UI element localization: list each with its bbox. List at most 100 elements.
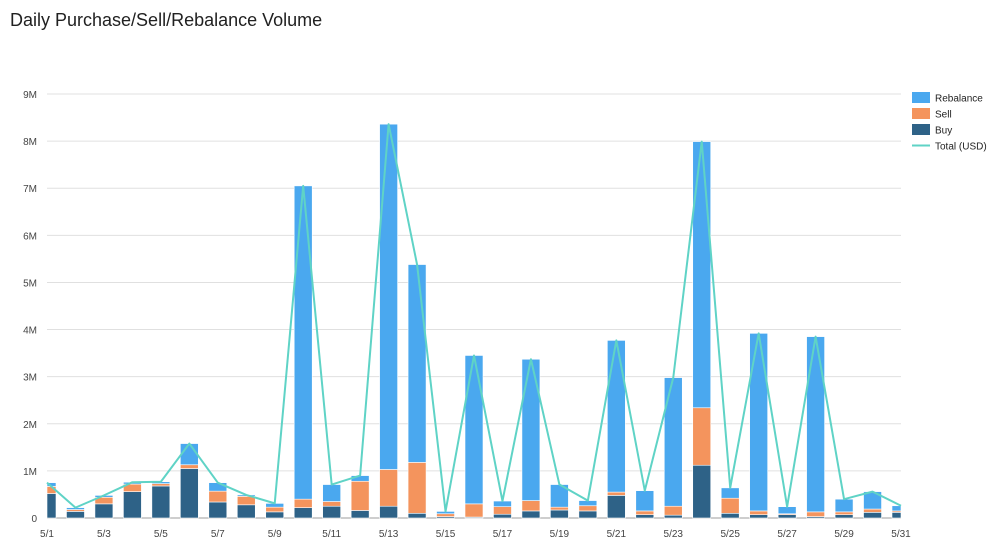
y-tick-label: 3M [23,373,37,384]
y-tick-label: 1M [23,467,37,478]
total-line [46,123,902,513]
chart-title: Daily Purchase/Sell/Rebalance Volume [10,10,323,30]
y-tick-label: 9M [23,90,37,101]
legend-label: Rebalance [935,94,983,105]
bar-buy [66,511,85,519]
x-axis: 5/1 5/3 5/5 5/7 5/9 5/11 5/13 5/15 5/17 5/19 5/21 5… [40,529,911,540]
bar-rebalance [635,490,655,512]
line-total-usd [46,123,902,513]
x-tick-label: 5/31 [891,529,911,540]
x-tick-label: 5/29 [834,529,854,540]
bar-sell [436,513,455,517]
bar-sell [322,501,341,507]
legend-label: Sell [935,110,952,121]
bar-rebalance [407,264,427,463]
bar-sell [493,506,512,515]
bar-rebalance [180,443,199,466]
bar-sell [208,490,228,503]
bar-sell [663,505,683,516]
bar-rebalance [521,358,541,501]
bar-buy [720,512,740,519]
x-tick-label: 5/27 [777,529,797,540]
bar-buy [749,514,768,519]
bar-rebalance [692,141,712,409]
bar-rebalance [891,505,902,512]
x-tick-label: 5/15 [436,529,456,540]
x-tick-label: 5/21 [607,529,627,540]
bar-buy [521,510,541,519]
legend[interactable]: Rebalance Sell Buy Total (USD) [912,92,987,153]
bar-buy [692,464,712,519]
bar-rebalance [379,123,398,470]
bar-sell [834,511,854,516]
y-axis: 0 1M 2M 3M 4M 5M 6M 7M 8M 9M [23,90,37,525]
x-tick-label: 5/25 [720,529,740,540]
x-tick-label: 5/13 [379,529,399,540]
bar-buy [578,510,598,519]
bar-buy [265,511,285,519]
bar-buy [236,504,256,519]
bar-buy [180,468,199,519]
bar-buy [493,513,512,519]
bar-buy [46,493,57,519]
bar-rebalance [663,377,683,507]
bar-sell [749,510,768,516]
x-tick-label: 5/23 [664,529,684,540]
bar-sell [692,407,712,466]
y-tick-label: 5M [23,278,37,289]
legend-item[interactable]: Buy [912,124,952,137]
bar-rebalance [806,336,825,513]
bar-buy [834,514,854,519]
bar-buy [635,514,655,519]
legend-item[interactable]: Rebalance [912,92,983,105]
x-tick-label: 5/1 [40,529,54,540]
bar-buy [663,514,683,519]
x-tick-label: 5/17 [493,529,513,540]
bar-sell [635,510,655,516]
bar-buy [407,512,427,519]
bar-sell [293,498,313,508]
bar-rebalance [777,506,797,515]
y-tick-label: 0 [31,514,37,525]
bar-sell [379,469,398,507]
bar-buy [379,505,398,519]
legend-item[interactable]: Total (USD) [912,142,987,153]
bar-sell [720,497,740,514]
bar-buy [350,510,370,519]
legend-swatch [912,108,930,119]
bar-buy [863,512,882,519]
bar-sell [521,500,541,512]
bar-sell [464,503,484,518]
bars [46,123,902,519]
bar-buy [891,512,902,519]
bar-sell [578,505,598,512]
legend-label: Total (USD) [935,142,987,153]
bar-rebalance [834,498,854,513]
bar-sell [180,464,199,469]
bar-rebalance [749,333,768,512]
bar-buy [123,491,142,519]
bar-sell [863,508,882,513]
bar-sell [550,506,569,511]
bar-buy [322,505,341,519]
y-tick-label: 4M [23,326,37,337]
bar-buy [94,503,114,519]
bar-buy [151,485,171,519]
bar-sell [806,511,825,517]
x-tick-label: 5/3 [97,529,111,540]
bar-rebalance [208,482,228,492]
x-tick-label: 5/19 [550,529,570,540]
bar-buy [208,501,228,519]
legend-item[interactable]: Sell [912,108,952,121]
bar-sell [407,462,427,514]
y-tick-label: 7M [23,184,37,195]
bar-rebalance [607,340,626,493]
bar-rebalance [293,185,313,500]
y-tick-label: 6M [23,231,37,242]
bar-buy [293,507,313,519]
bar-sell [265,506,285,513]
bar-rebalance [322,484,341,502]
legend-label: Buy [935,126,952,137]
x-tick-label: 5/9 [268,529,282,540]
